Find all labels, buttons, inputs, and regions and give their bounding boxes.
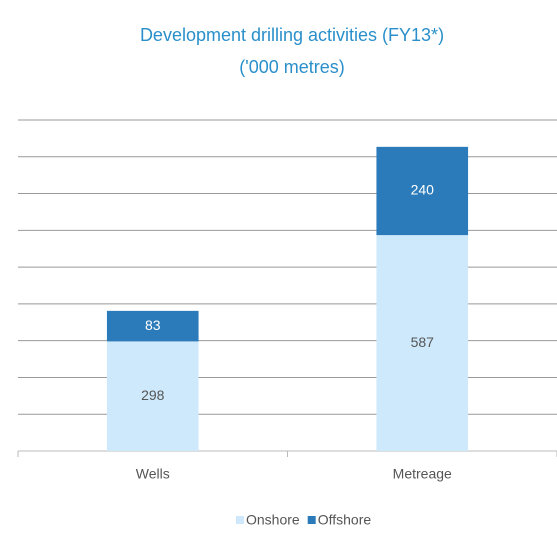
chart-subtitle: ('000 metres) xyxy=(239,57,344,77)
bar-segment xyxy=(106,341,199,451)
x-tick-label: Metreage xyxy=(393,466,452,482)
chart-title: Development drilling activities (FY13*) xyxy=(140,25,444,45)
data-label: 240 xyxy=(411,182,435,198)
data-label: 587 xyxy=(411,334,435,350)
data-label: 83 xyxy=(145,317,161,333)
legend-swatch xyxy=(307,516,316,524)
x-tick-label: Wells xyxy=(136,466,170,482)
bar-segment xyxy=(376,146,469,236)
legend-label: Offshore xyxy=(318,512,372,528)
bar-segment xyxy=(376,235,469,451)
legend-swatch xyxy=(236,516,244,524)
data-label: 298 xyxy=(141,387,165,403)
bar-segment xyxy=(106,310,199,342)
legend-label: Onshore xyxy=(246,512,300,528)
